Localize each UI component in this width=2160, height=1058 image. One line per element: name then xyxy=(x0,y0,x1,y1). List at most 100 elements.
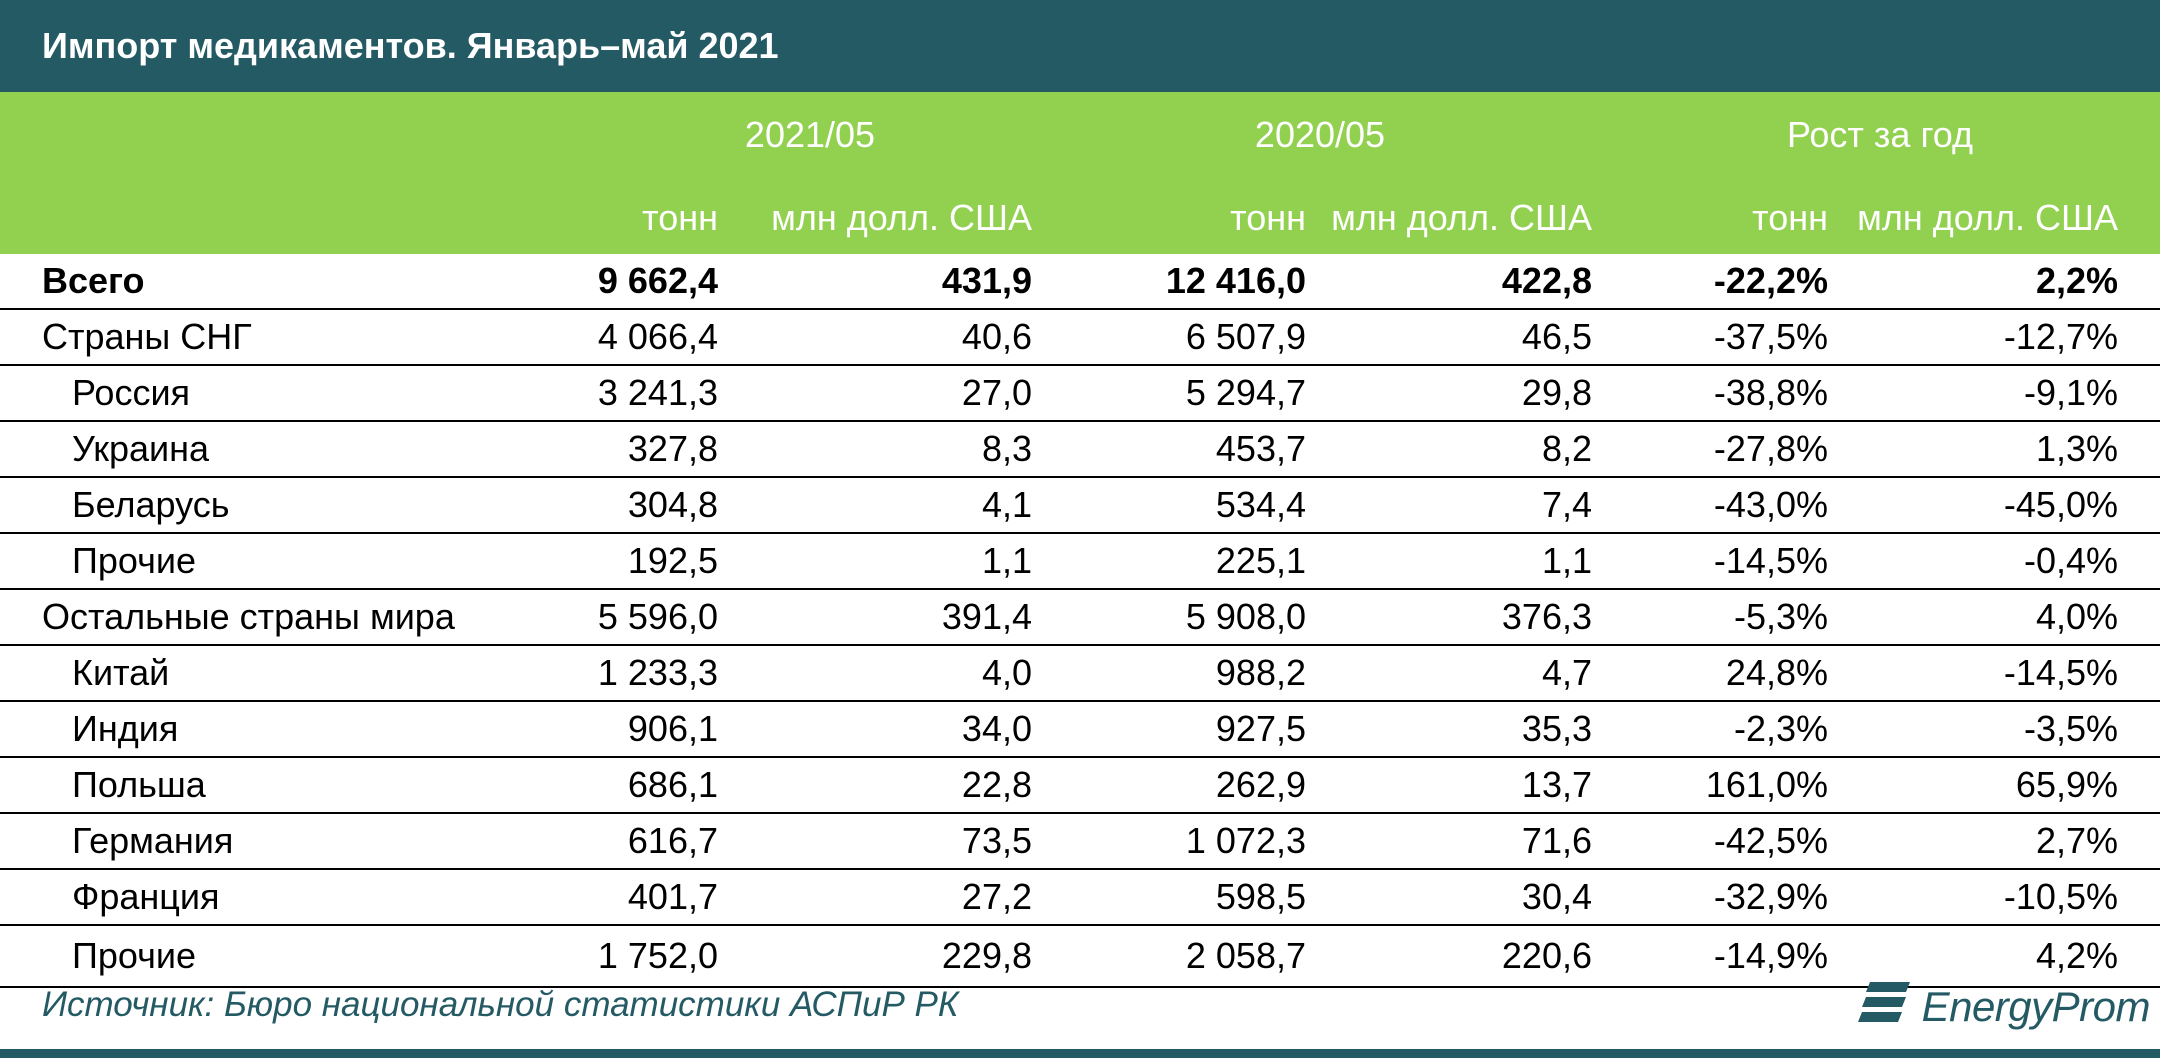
value-usd-2020: 8,2 xyxy=(1306,421,1592,478)
value-tons-growth: -37,5% xyxy=(1592,309,1828,366)
table-row: Украина 327,8 8,3 453,7 8,2 -27,8% 1,3% xyxy=(0,421,2160,478)
group-header-2021-05: 2021/05 xyxy=(744,114,876,155)
value-tons-2020: 1 072,3 xyxy=(1032,813,1306,870)
value-tons-2021: 906,1 xyxy=(520,701,718,758)
value-usd-2020: 376,3 xyxy=(1306,589,1592,646)
value-tons-2020: 453,7 xyxy=(1032,421,1306,478)
value-tons-growth: -27,8% xyxy=(1592,421,1828,478)
value-tons-growth: -22,2% xyxy=(1592,254,1828,310)
value-tons-2020: 5 908,0 xyxy=(1032,589,1306,646)
row-name: Франция xyxy=(0,869,520,926)
table-row: Прочие 192,5 1,1 225,1 1,1 -14,5% -0,4% xyxy=(0,533,2160,590)
value-tons-2020: 927,5 xyxy=(1032,701,1306,758)
value-usd-2021: 1,1 xyxy=(718,533,1032,590)
table-row: Остальные страны мира 5 596,0 391,4 5 90… xyxy=(0,589,2160,646)
value-tons-2021: 1 233,3 xyxy=(520,645,718,702)
value-tons-growth: -14,5% xyxy=(1592,533,1828,590)
row-name: Всего xyxy=(0,254,520,310)
value-tons-2020: 6 507,9 xyxy=(1032,309,1306,366)
table-row: Страны СНГ 4 066,4 40,6 6 507,9 46,5 -37… xyxy=(0,309,2160,366)
value-tons-2021: 1 752,0 xyxy=(520,925,718,988)
value-tons-2021: 3 241,3 xyxy=(520,365,718,422)
group-header-growth: Рост за год xyxy=(1786,114,1974,155)
value-tons-2021: 304,8 xyxy=(520,477,718,534)
value-usd-2021: 4,0 xyxy=(718,645,1032,702)
data-table: Всего 9 662,4 431,9 12 416,0 422,8 -22,2… xyxy=(0,254,2160,988)
row-name: Россия xyxy=(0,365,520,422)
value-tons-growth: -14,9% xyxy=(1592,925,1828,988)
value-tons-2021: 616,7 xyxy=(520,813,718,870)
unit-header-usd-2020: млн долл. США xyxy=(1331,197,1592,238)
value-usd-2020: 1,1 xyxy=(1306,533,1592,590)
energyprom-logo-icon xyxy=(1857,978,1912,1035)
row-name: Германия xyxy=(0,813,520,870)
value-tons-2020: 534,4 xyxy=(1032,477,1306,534)
value-usd-2020: 29,8 xyxy=(1306,365,1592,422)
row-name: Украина xyxy=(0,421,520,478)
row-name: Индия xyxy=(0,701,520,758)
value-tons-growth: -43,0% xyxy=(1592,477,1828,534)
value-usd-2021: 27,0 xyxy=(718,365,1032,422)
value-tons-2020: 988,2 xyxy=(1032,645,1306,702)
source-note: Источник: Бюро национальной статистики А… xyxy=(42,985,959,1024)
value-usd-2020: 4,7 xyxy=(1306,645,1592,702)
value-usd-growth: -45,0% xyxy=(1828,477,2118,534)
row-name: Польша xyxy=(0,757,520,814)
value-usd-2021: 229,8 xyxy=(718,925,1032,988)
value-tons-2020: 12 416,0 xyxy=(1032,254,1306,310)
row-name: Страны СНГ xyxy=(0,309,520,366)
value-usd-2020: 35,3 xyxy=(1306,701,1592,758)
value-usd-growth: -3,5% xyxy=(1828,701,2118,758)
table-row: Польша 686,1 22,8 262,9 13,7 161,0% 65,9… xyxy=(0,757,2160,814)
unit-header-tons-2021: тонн xyxy=(642,197,718,238)
value-tons-growth: -42,5% xyxy=(1592,813,1828,870)
value-tons-growth: -2,3% xyxy=(1592,701,1828,758)
value-tons-growth: 24,8% xyxy=(1592,645,1828,702)
value-tons-2021: 686,1 xyxy=(520,757,718,814)
row-name: Прочие xyxy=(0,925,520,988)
table-title: Импорт медикаментов. Январь–май 2021 xyxy=(42,25,779,66)
energyprom-logo: EnergyProm xyxy=(1857,978,2151,1035)
value-usd-2021: 73,5 xyxy=(718,813,1032,870)
title-bar: Импорт медикаментов. Январь–май 2021 xyxy=(0,0,2160,92)
group-header-2020-05: 2020/05 xyxy=(1254,114,1386,155)
table-row: Беларусь 304,8 4,1 534,4 7,4 -43,0% -45,… xyxy=(0,477,2160,534)
value-usd-2020: 7,4 xyxy=(1306,477,1592,534)
value-usd-2021: 34,0 xyxy=(718,701,1032,758)
table-row: Всего 9 662,4 431,9 12 416,0 422,8 -22,2… xyxy=(0,254,2160,310)
row-name: Остальные страны мира xyxy=(0,589,520,646)
unit-header-tons-2020: тонн xyxy=(1230,197,1306,238)
value-usd-growth: -14,5% xyxy=(1828,645,2118,702)
value-tons-growth: -5,3% xyxy=(1592,589,1828,646)
value-usd-2020: 30,4 xyxy=(1306,869,1592,926)
table-row: Индия 906,1 34,0 927,5 35,3 -2,3% -3,5% xyxy=(0,701,2160,758)
value-tons-2021: 5 596,0 xyxy=(520,589,718,646)
value-usd-growth: 65,9% xyxy=(1828,757,2118,814)
value-usd-growth: 4,2% xyxy=(1828,925,2118,988)
value-usd-2020: 220,6 xyxy=(1306,925,1592,988)
value-usd-2021: 4,1 xyxy=(718,477,1032,534)
value-usd-growth: 2,7% xyxy=(1828,813,2118,870)
value-tons-2021: 401,7 xyxy=(520,869,718,926)
value-usd-growth: -9,1% xyxy=(1828,365,2118,422)
value-usd-2021: 22,8 xyxy=(718,757,1032,814)
value-tons-growth: 161,0% xyxy=(1592,757,1828,814)
table-row: Франция 401,7 27,2 598,5 30,4 -32,9% -10… xyxy=(0,869,2160,926)
value-usd-growth: 2,2% xyxy=(1828,254,2118,310)
value-usd-growth: 4,0% xyxy=(1828,589,2118,646)
value-tons-2020: 5 294,7 xyxy=(1032,365,1306,422)
row-name: Китай xyxy=(0,645,520,702)
value-usd-2021: 8,3 xyxy=(718,421,1032,478)
table-row: Германия 616,7 73,5 1 072,3 71,6 -42,5% … xyxy=(0,813,2160,870)
value-usd-2021: 40,6 xyxy=(718,309,1032,366)
unit-header-tons-growth: тонн xyxy=(1752,197,1828,238)
table-row: Китай 1 233,3 4,0 988,2 4,7 24,8% -14,5% xyxy=(0,645,2160,702)
logo-text: EnergyProm xyxy=(1921,982,2151,1030)
value-usd-growth: -10,5% xyxy=(1828,869,2118,926)
value-usd-growth: -12,7% xyxy=(1828,309,2118,366)
value-tons-2020: 2 058,7 xyxy=(1032,925,1306,988)
value-tons-growth: -32,9% xyxy=(1592,869,1828,926)
value-tons-2021: 192,5 xyxy=(520,533,718,590)
unit-header-usd-growth: млн долл. США xyxy=(1857,197,2118,238)
